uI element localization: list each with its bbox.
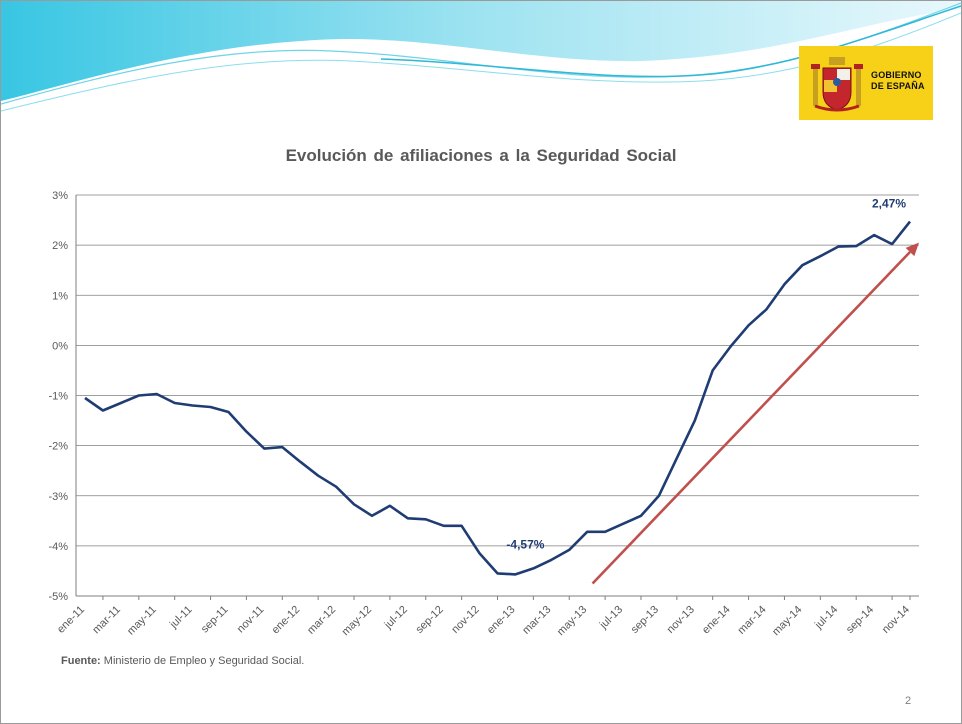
source-note: Fuente: Ministerio de Empleo y Seguridad…	[61, 655, 304, 667]
x-tick-label: nov-14	[880, 604, 912, 636]
page-number: 2	[905, 695, 912, 707]
x-tick-label: nov-11	[235, 604, 267, 636]
trend-arrow-line	[591, 251, 911, 585]
y-tick-label: -1%	[48, 391, 68, 403]
trend-arrow-head	[905, 242, 919, 257]
x-tick-label: may-12	[340, 604, 374, 638]
y-tick-label: 1%	[52, 290, 68, 302]
trend-arrow-layer	[591, 242, 919, 585]
x-tick-label: nov-12	[449, 604, 481, 636]
source-label: Fuente:	[61, 655, 101, 667]
source-text: Ministerio de Empleo y Seguridad Social.	[100, 655, 305, 667]
y-tick-label: 2%	[52, 240, 68, 252]
y-tick-labels: 3% 2% 1% 0% -1% -2% -3% -4% -5%	[48, 190, 68, 603]
y-tick-label: -4%	[48, 541, 68, 553]
x-tick-label: may-13	[555, 604, 589, 638]
x-tick-label: jul-12	[382, 604, 410, 632]
x-tick-label: mar-13	[520, 604, 553, 637]
gridlines	[76, 194, 919, 597]
gobierno-logo: GOBIERNO DE ESPAÑA	[799, 46, 933, 120]
y-tick-label: -5%	[48, 591, 68, 603]
x-tick-label: ene-13	[485, 604, 518, 637]
data-label: 2,47%	[872, 197, 906, 211]
x-tick-label: mar-11	[90, 604, 123, 637]
x-tick-labels: ene-11 mar-11 may-11 jul-11 sep-11 nov-11 ene-…	[55, 604, 912, 638]
y-tick-label: -3%	[48, 491, 68, 503]
axes	[75, 195, 919, 600]
x-tick-label: mar-12	[305, 604, 338, 637]
logo-line1: GOBIERNO	[871, 70, 922, 80]
coat-of-arms-icon	[811, 57, 863, 112]
chart-title: Evolución de afiliaciones a la Seguridad…	[285, 146, 677, 165]
series-layer	[84, 220, 912, 576]
x-tick-label: jul-13	[597, 604, 625, 632]
x-tick-label: ene-14	[700, 604, 733, 637]
y-tick-label: 0%	[52, 340, 68, 352]
series-line	[84, 220, 912, 576]
x-tick-label: ene-11	[55, 604, 87, 636]
data-labels: -4,57% 2,47%	[506, 197, 906, 552]
logo-text: GOBIERNO DE ESPAÑA	[871, 70, 925, 92]
x-tick-label: may-11	[125, 604, 159, 638]
line-chart: 3%2%1%0%-1%-2%-3%-4%-5% ene-11 mar-11 may-…	[48, 190, 919, 638]
y-tick-label: -2%	[48, 441, 68, 453]
x-tick-label: ene-12	[270, 604, 303, 637]
x-tick-label: nov-13	[665, 604, 697, 636]
logo-line2: DE ESPAÑA	[871, 81, 925, 91]
x-tick-label: mar-14	[736, 604, 769, 637]
x-tick-label: sep-11	[199, 604, 231, 636]
data-label: -4,57%	[506, 537, 544, 551]
x-tick-label: jul-14	[812, 604, 840, 632]
y-tick-label: 3%	[52, 190, 68, 202]
x-tick-label: sep-13	[629, 604, 661, 636]
x-tick-label: jul-11	[167, 604, 195, 632]
x-tick-label: sep-14	[844, 604, 876, 636]
x-tick-label: may-14	[770, 604, 804, 638]
x-tick-label: sep-12	[414, 604, 446, 636]
